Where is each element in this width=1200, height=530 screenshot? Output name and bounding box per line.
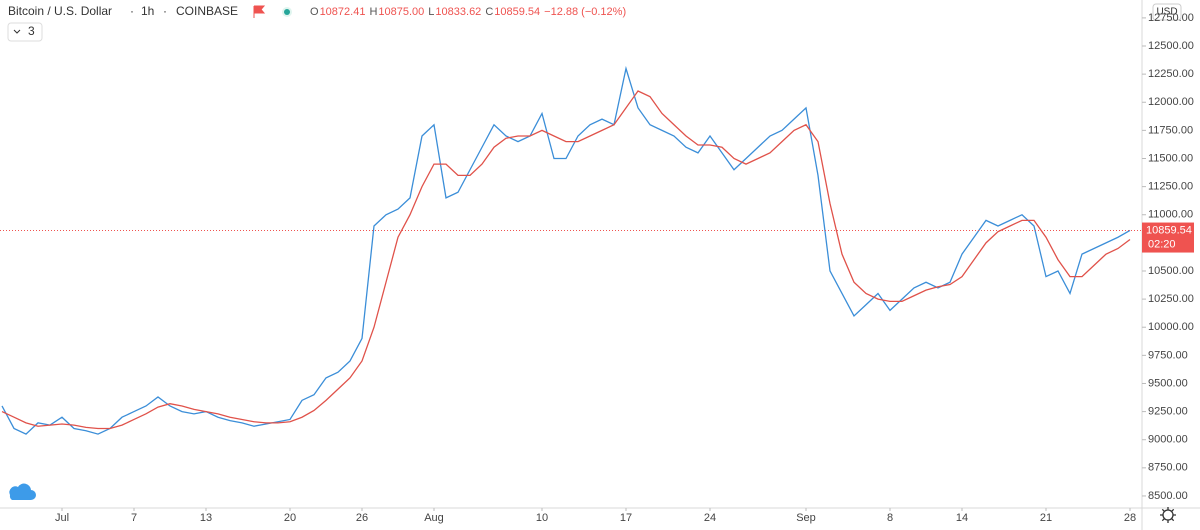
cloud-icon[interactable] [9,483,36,500]
last-price-label: 10859.54 [1146,224,1192,236]
ohlc-key: L [428,6,434,18]
settings-icon[interactable] [1160,507,1176,523]
y-tick-label: 8750.00 [1148,462,1188,474]
ohlc-value: 10859.54 [494,6,540,18]
y-tick-label: 9000.00 [1148,434,1188,446]
x-tick-label: 21 [1040,512,1052,524]
ohlc-value: 10872.41 [320,6,366,18]
separator: · [130,4,134,18]
y-tick-label: 12750.00 [1148,12,1194,24]
change: −12.88 (−0.12%) [544,6,626,18]
y-tick-label: 10250.00 [1148,293,1194,305]
x-tick-label: Jul [55,512,69,524]
ohlc-value: 10833.62 [435,6,481,18]
y-tick-label: 12000.00 [1148,96,1194,108]
y-tick-label: 11500.00 [1148,152,1193,164]
chevron-icon [13,29,21,34]
x-tick-label: 10 [536,512,548,524]
series-line [1,90,1131,430]
legend-header: Bitcoin / U.S. Dollar · 1h · COINBASE [8,4,292,18]
x-tick-label: 14 [956,512,968,524]
y-tick-label: 9250.00 [1148,406,1188,418]
ohlc-key: H [369,6,377,18]
x-tick-label: 24 [704,512,716,524]
ohlc-key: C [485,6,493,18]
y-tick-label: 8500.00 [1148,490,1188,502]
x-tick-label: 20 [284,512,296,524]
y-tick-label: 11750.00 [1148,124,1193,136]
last-price-box [1142,222,1194,253]
y-tick-label: 9500.00 [1148,377,1188,389]
ohlc-value: 10875.00 [378,6,424,18]
y-tick-label: 12500.00 [1148,40,1194,52]
x-tick-label: 28 [1124,512,1136,524]
interval[interactable]: 1h [141,4,154,18]
x-tick-label: Sep [796,512,816,524]
y-tick-label: 9750.00 [1148,349,1188,361]
price-axis: 8500.00 8750.00 9000.00 9250.00 9500.00 9750.… [55,12,1194,524]
currency-button[interactable] [1152,3,1182,21]
x-tick-label: 17 [620,512,632,524]
y-tick-label: 12250.00 [1148,68,1194,80]
symbol-title[interactable]: Bitcoin / U.S. Dollar [8,4,112,18]
ohlc-key: O [310,6,319,18]
indicator-toggle[interactable] [7,22,43,42]
countdown: 02:20 [1148,238,1176,250]
exchange: COINBASE [176,4,238,18]
y-tick-label: 10500.00 [1148,265,1194,277]
indicator-count: 3 [28,24,35,38]
separator: · [163,4,167,18]
x-tick-label: 7 [131,512,137,524]
x-tick-label: 26 [356,512,368,524]
x-tick-label: 8 [887,512,893,524]
currency-label: USD [1156,7,1177,18]
y-tick-label: 11000.00 [1148,209,1193,221]
flag-icon[interactable] [253,5,266,18]
x-tick-label: 13 [200,512,212,524]
x-tick-label: Aug [424,512,444,524]
y-tick-label: 11250.00 [1148,181,1193,193]
y-tick-label: 10000.00 [1148,321,1194,333]
status-dot [284,9,290,15]
